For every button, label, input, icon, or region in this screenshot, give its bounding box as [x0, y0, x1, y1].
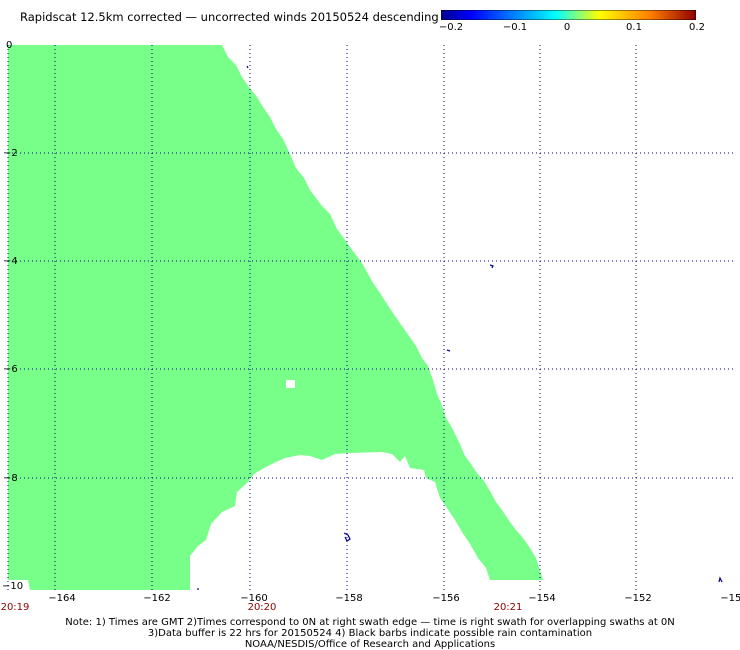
lat-label: 0: [6, 40, 12, 51]
lon-label: −156: [432, 593, 459, 604]
colorbar-label: 0.2: [689, 22, 705, 33]
footnotes: Note: 1) Times are GMT 2)Times correspon…: [0, 617, 740, 650]
colorbar-label: −0.1: [502, 22, 528, 33]
chart-title: Rapidscat 12.5km corrected — uncorrected…: [20, 10, 439, 24]
wind-marks: [197, 65, 723, 590]
colorbar-label: 0: [563, 22, 571, 33]
lat-label: −6: [3, 364, 18, 375]
lat-label: −8: [3, 473, 18, 484]
wind-mark: [489, 264, 494, 269]
colorbar-label: 0.1: [626, 22, 642, 33]
lon-label: −158: [335, 593, 362, 604]
lon-label: −150: [720, 593, 740, 604]
wind-mark: [718, 576, 723, 583]
time-label: 20:21: [494, 602, 523, 613]
lon-label: −162: [143, 593, 170, 604]
colorbar: [441, 10, 696, 20]
note-line: Note: 1) Times are GMT 2)Times correspon…: [65, 617, 675, 628]
note-line: 3)Data buffer is 22 hrs for 20150524 4) …: [147, 628, 593, 639]
graticule: [8, 45, 735, 590]
lat-label: −10: [2, 581, 23, 592]
swath-area: [8, 45, 543, 590]
lat-label: −2: [3, 148, 18, 159]
colorbar-label: −0.2: [438, 22, 464, 33]
swath-gap: [286, 380, 295, 388]
time-label: 20:19: [1, 602, 30, 613]
time-label: 20:20: [248, 602, 277, 613]
wind-mark: [246, 65, 249, 69]
lon-label: −160: [240, 593, 267, 604]
lon-label: −164: [48, 593, 75, 604]
wind-mark: [446, 349, 451, 352]
wind-mark: [343, 532, 351, 542]
lon-label: −152: [624, 593, 651, 604]
lon-label: −154: [528, 593, 555, 604]
lat-label: −4: [3, 256, 18, 267]
credit-line: NOAA/NESDIS/Office of Research and Appli…: [244, 639, 496, 650]
colorbar-labels: −0.2 −0.1 0 0.1 0.2: [438, 22, 711, 34]
